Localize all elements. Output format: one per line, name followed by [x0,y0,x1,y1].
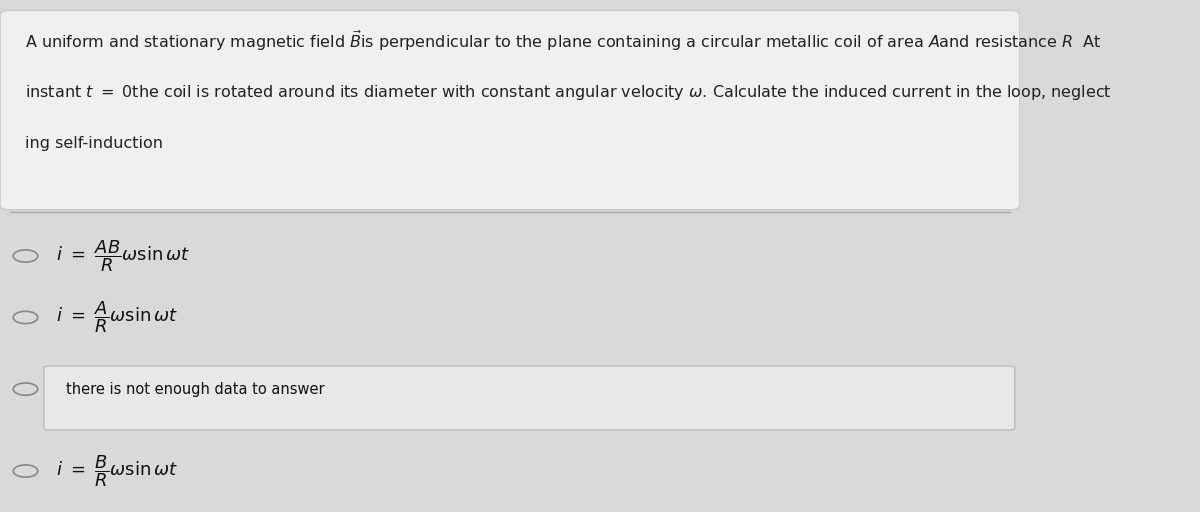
Text: $i\ =\ \dfrac{A}{R}\omega\sin\omega t$: $i\ =\ \dfrac{A}{R}\omega\sin\omega t$ [56,300,178,335]
FancyBboxPatch shape [44,366,1015,430]
Text: $i\ =\ \dfrac{B}{R}\omega\sin\omega t$: $i\ =\ \dfrac{B}{R}\omega\sin\omega t$ [56,453,178,489]
Text: there is not enough data to answer: there is not enough data to answer [66,381,325,397]
Text: instant $t\ =\ 0$the coil is rotated around its diameter with constant angular v: instant $t\ =\ 0$the coil is rotated aro… [25,82,1112,102]
Text: ing self-induction: ing self-induction [25,136,163,151]
FancyBboxPatch shape [0,10,1020,210]
Text: A uniform and stationary magnetic field $\vec{B}$is perpendicular to the plane c: A uniform and stationary magnetic field … [25,29,1103,53]
Text: $i\ =\ \dfrac{AB}{R}\omega\sin\omega t$: $i\ =\ \dfrac{AB}{R}\omega\sin\omega t$ [56,238,191,274]
